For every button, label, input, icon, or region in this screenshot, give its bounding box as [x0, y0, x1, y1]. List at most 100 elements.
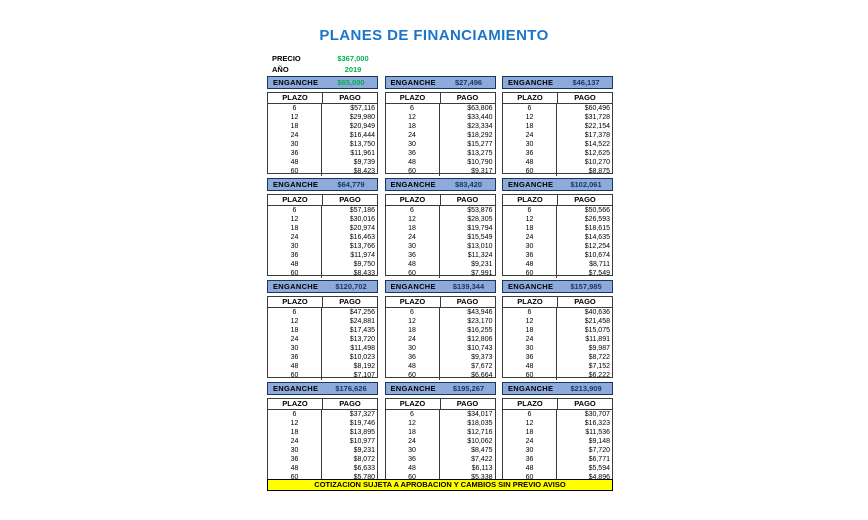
- pago-value: $7,107: [353, 372, 375, 379]
- plan-payments-table: PLAZO PAGO 6 $57,186 12 $30,016 18 $20,974 24 $…: [267, 194, 378, 278]
- plazo-value: 60: [386, 269, 440, 278]
- payments-table-header: PLAZO PAGO: [385, 399, 495, 410]
- payment-row: 48 $9,231: [386, 260, 495, 269]
- payments-rows: 6 $57,116 12 $29,980 18 $20,949 24 $16,444 30 $13…: [268, 104, 377, 176]
- pago-value: $8,072: [353, 456, 375, 463]
- enganche-value: $195,267: [452, 384, 485, 393]
- plazo-value: 6: [268, 104, 322, 113]
- plazo-value: 30: [503, 446, 557, 455]
- pago-value: $53,876: [467, 207, 493, 214]
- plazo-value: 12: [503, 215, 557, 224]
- enganche-label: ENGANCHE: [390, 180, 436, 189]
- pago-value: $6,222: [588, 372, 610, 379]
- pago-column-header: PAGO: [339, 399, 361, 408]
- pago-value: $12,716: [467, 429, 493, 436]
- enganche-value: $139,344: [452, 282, 485, 291]
- enganche-header: ENGANCHE $46,137: [502, 76, 613, 89]
- pago-value: $60,496: [584, 105, 610, 112]
- plan-table: ENGANCHE $195,267 PLAZO PAGO 6 $34,017 12 $…: [384, 382, 496, 482]
- plazo-value: 18: [268, 326, 322, 335]
- plazo-value: 24: [503, 437, 557, 446]
- pago-value: $9,739: [353, 159, 375, 166]
- plazo-value: 12: [386, 317, 440, 326]
- plazo-value: 18: [268, 224, 322, 233]
- pago-value: $47,256: [349, 309, 375, 316]
- pago-value: $34,017: [467, 411, 493, 418]
- plazo-column-header: PLAZO: [268, 93, 323, 103]
- plazo-value: 24: [503, 335, 557, 344]
- plan-table: ENGANCHE $120,702 PLAZO PAGO 6 $47,256 12 $…: [267, 280, 378, 380]
- plazo-value: 6: [386, 410, 440, 419]
- pago-value: $33,440: [467, 114, 493, 121]
- plazo-value: 12: [268, 215, 322, 224]
- payment-row: 48 $5,594: [503, 464, 612, 473]
- payment-row: 30 $9,987: [503, 344, 612, 353]
- pago-value: $16,255: [467, 327, 493, 334]
- plazo-value: 60: [268, 473, 322, 482]
- plazo-value: 60: [268, 371, 322, 380]
- precio-label: PRECIO: [272, 54, 301, 63]
- payment-row: 30 $13,750: [268, 140, 377, 149]
- pago-value: $26,593: [584, 216, 610, 223]
- plazo-value: 48: [268, 260, 322, 269]
- pago-value: $10,674: [584, 252, 610, 259]
- payment-row: 12 $21,458: [503, 317, 612, 326]
- plazo-value: 24: [268, 131, 322, 140]
- plazo-value: 12: [503, 113, 557, 122]
- plan-table: ENGANCHE $64,779 PLAZO PAGO 6 $57,186 12 $3…: [267, 178, 378, 278]
- enganche-header: ENGANCHE $102,061: [502, 178, 613, 191]
- pago-value: $13,750: [349, 141, 375, 148]
- plan-table: ENGANCHE $83,420 PLAZO PAGO 6 $53,876 12 $2…: [384, 178, 496, 278]
- plan-payments-table: PLAZO PAGO 6 $60,496 12 $31,728 18 $22,154 24 $…: [502, 92, 613, 176]
- plazo-column-header: PLAZO: [268, 195, 323, 205]
- payment-row: 24 $17,378: [503, 131, 612, 140]
- pago-value: $17,378: [584, 132, 610, 139]
- plazo-value: 36: [268, 251, 322, 260]
- payment-row: 18 $19,794: [386, 224, 495, 233]
- pago-value: $30,707: [584, 411, 610, 418]
- plazo-value: 36: [268, 353, 322, 362]
- payment-row: 60 $7,991: [386, 269, 495, 278]
- plazo-value: 36: [386, 149, 440, 158]
- pago-value: $7,991: [471, 270, 493, 277]
- plan-payments-table: PLAZO PAGO 6 $30,707 12 $16,323 18 $11,536 24 $…: [502, 398, 613, 482]
- pago-value: $30,016: [349, 216, 375, 223]
- pago-value: $18,615: [584, 225, 610, 232]
- plazo-value: 48: [503, 260, 557, 269]
- pago-value: $8,711: [589, 261, 610, 268]
- plazo-value: 12: [503, 419, 557, 428]
- plan-table: ENGANCHE $139,344 PLAZO PAGO 6 $43,946 12 $…: [384, 280, 496, 380]
- precio-row: PRECIO $367,000: [272, 53, 376, 64]
- enganche-value: $176,626: [335, 384, 367, 393]
- plan-payments-table: PLAZO PAGO 6 $40,636 12 $21,458 18 $15,075 24 $…: [502, 296, 613, 380]
- plazo-value: 48: [386, 464, 440, 473]
- payment-row: 48 $10,270: [503, 158, 612, 167]
- pago-value: $12,806: [467, 336, 493, 343]
- plan-table: ENGANCHE $65,000 PLAZO PAGO 6 $57,116 12 $2…: [267, 76, 378, 176]
- pago-value: $5,594: [588, 465, 610, 472]
- payment-row: 18 $15,075: [503, 326, 612, 335]
- pago-value: $15,075: [584, 327, 610, 334]
- pago-value: $19,794: [467, 225, 493, 232]
- pago-value: $13,895: [349, 429, 375, 436]
- payment-row: 30 $7,720: [503, 446, 612, 455]
- plazo-value: 48: [268, 362, 322, 371]
- pago-value: $17,435: [349, 327, 375, 334]
- pago-value: $8,475: [471, 447, 493, 454]
- payments-rows: 6 $60,496 12 $31,728 18 $22,154 24 $17,378 30 $14…: [503, 104, 612, 176]
- plazo-value: 48: [503, 362, 557, 371]
- payments-table-header: PLAZO PAGO: [268, 195, 377, 206]
- price-info-block: PRECIO $367,000 AÑO 2019: [272, 53, 376, 75]
- pago-value: $7,549: [588, 270, 610, 277]
- enganche-header: ENGANCHE $195,267: [384, 382, 496, 395]
- payment-row: 30 $9,231: [268, 446, 377, 455]
- plan-table: ENGANCHE $102,061 PLAZO PAGO 6 $50,566 12 $…: [502, 178, 613, 278]
- ano-value: 2019: [344, 65, 362, 74]
- plazo-value: 36: [503, 251, 557, 260]
- payment-row: 18 $23,334: [386, 122, 495, 131]
- payment-row: 12 $26,593: [503, 215, 612, 224]
- payments-rows: 6 $47,256 12 $24,881 18 $17,435 24 $13,720 30 $11…: [268, 308, 377, 380]
- payment-row: 6 $37,327: [268, 410, 377, 419]
- plazo-value: 24: [386, 131, 440, 140]
